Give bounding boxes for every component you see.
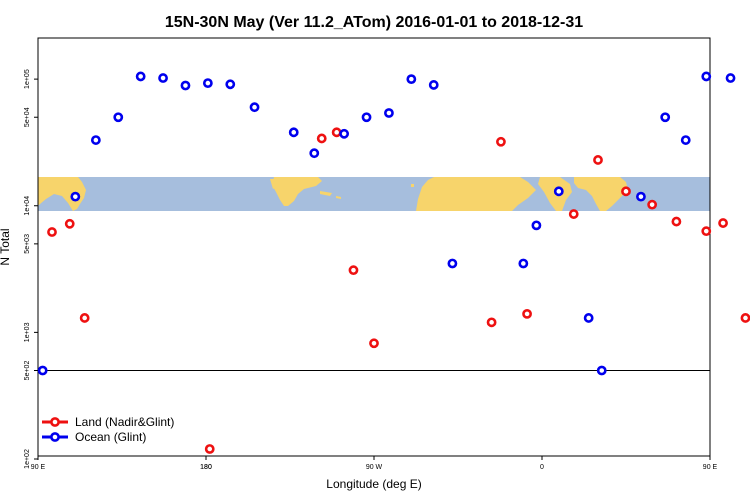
x-tick-label: 0 xyxy=(540,464,544,471)
map-land-caribbean xyxy=(336,196,341,199)
map-land-taiwan-right xyxy=(610,184,614,192)
y-tick-label: 1e+03 xyxy=(24,322,31,342)
ocean-point xyxy=(37,365,48,376)
x-axis-label: Longitude (deg E) xyxy=(326,477,421,491)
ocean-point xyxy=(553,186,564,197)
y-tick-label: 5e+04 xyxy=(24,107,31,127)
ocean-point xyxy=(249,102,260,113)
land-point xyxy=(316,133,327,144)
legend-label-ocean: Ocean (Glint) xyxy=(75,430,146,444)
x-tick-label: 90 E xyxy=(703,464,718,471)
land-point xyxy=(348,265,359,276)
land-point xyxy=(740,313,750,323)
legend-marker-land xyxy=(50,417,60,427)
y-axis-label: N Total xyxy=(0,228,12,265)
ocean-point xyxy=(583,313,594,323)
ocean-point xyxy=(180,80,191,91)
land-point xyxy=(369,338,379,349)
legend-label-land: Land (Nadir&Glint) xyxy=(75,415,174,429)
ocean-point xyxy=(680,135,691,145)
land-point xyxy=(486,317,497,328)
map-land-se-asia xyxy=(574,177,628,211)
ocean-point xyxy=(447,258,458,269)
ocean-point xyxy=(90,135,101,145)
ocean-point xyxy=(518,258,529,269)
ocean-point xyxy=(113,112,124,123)
land-point xyxy=(204,444,215,454)
plot-frame xyxy=(37,37,711,457)
ocean-point xyxy=(406,74,417,85)
ocean-point xyxy=(288,127,299,138)
chart-title: 15N-30N May (Ver 11.2_ATom) 2016-01-01 t… xyxy=(165,14,583,31)
ocean-point xyxy=(202,78,213,89)
ocean-point xyxy=(428,80,439,90)
land-point xyxy=(671,216,682,227)
ocean-point xyxy=(158,73,168,83)
ocean-point xyxy=(225,79,236,90)
land-point xyxy=(568,209,579,219)
ocean-point xyxy=(725,73,736,83)
y-tick-label: 1e+02 xyxy=(24,449,31,469)
legend: Land (Nadir&Glint) Ocean (Glint) xyxy=(42,415,174,444)
map-land-taiwan xyxy=(76,184,80,192)
ocean-point xyxy=(339,128,350,139)
ocean-point xyxy=(135,71,146,82)
x-tick-label: 180 xyxy=(200,464,212,471)
land-point xyxy=(621,186,631,197)
land-point xyxy=(701,226,712,237)
data-points xyxy=(37,71,750,454)
y-axis: 1e+02 5e+02 1e+03 5e+03 1e+04 5e+04 1e+05 xyxy=(24,69,38,469)
land-point xyxy=(522,308,532,319)
ocean-point xyxy=(309,148,320,159)
y-tick-label: 5e+03 xyxy=(24,234,31,254)
ocean-point xyxy=(596,365,607,376)
legend-marker-ocean xyxy=(50,432,60,442)
land-point xyxy=(496,136,506,147)
map-land-africa-mideast xyxy=(416,177,536,211)
world-map-band xyxy=(38,177,710,211)
land-point xyxy=(331,127,342,138)
map-land-asia-left xyxy=(38,177,86,211)
ocean-point xyxy=(531,220,542,231)
x-tick-label: 90 W xyxy=(366,464,383,471)
map-land-americas xyxy=(272,177,322,206)
ocean-point xyxy=(660,112,671,123)
x-tick-label: 90 E xyxy=(31,464,46,471)
ocean-point xyxy=(70,191,81,202)
x-tick-label: 180 xyxy=(200,464,212,471)
y-tick-label: 5e+02 xyxy=(24,361,31,381)
ocean-point xyxy=(361,112,372,123)
land-point xyxy=(647,199,658,210)
ocean-point xyxy=(701,71,712,82)
land-point xyxy=(64,218,75,229)
ocean-point xyxy=(384,108,394,118)
y-tick-label: 1e+05 xyxy=(24,69,31,89)
y-tick-label: 1e+04 xyxy=(24,196,31,216)
land-point xyxy=(593,155,603,165)
ocean-point xyxy=(636,191,646,202)
land-point xyxy=(718,218,728,228)
map-land-canary xyxy=(411,184,414,187)
map-land-baja xyxy=(270,179,276,189)
land-point xyxy=(79,313,90,323)
map-land-cuba xyxy=(320,191,332,196)
land-point xyxy=(47,227,57,237)
